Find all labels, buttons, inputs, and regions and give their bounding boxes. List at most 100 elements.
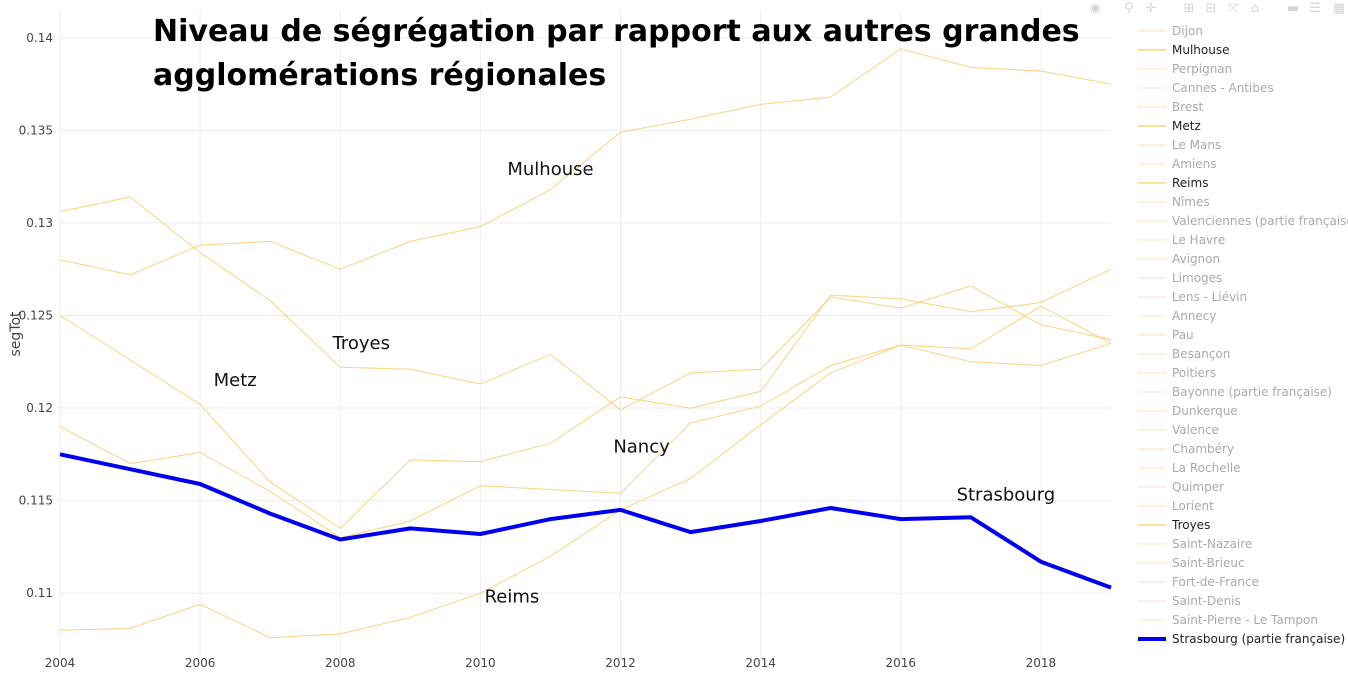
legend-label: Pau	[1172, 328, 1194, 342]
legend-item[interactable]: Le Mans	[1138, 138, 1221, 152]
annotation-label: Strasbourg	[957, 485, 1056, 506]
legend-label: Strasbourg (partie française)	[1172, 632, 1345, 646]
annotations: Mulhouse Troyes Metz Nancy Strasbourg Reims	[214, 159, 1056, 608]
legend-item[interactable]: Saint-Brieuc	[1138, 556, 1245, 570]
legend-item[interactable]: Cannes - Antibes	[1138, 81, 1274, 95]
series-line-mulhouse	[59, 48, 1112, 276]
legend-item[interactable]: Amiens	[1138, 157, 1216, 171]
legend-label: Amiens	[1172, 157, 1216, 171]
camera-icon[interactable]: ◉	[1089, 1, 1101, 16]
y-tick-label: 0.115	[19, 494, 53, 508]
legend-item[interactable]: Lorient	[1138, 499, 1214, 513]
legend-label: Metz	[1172, 119, 1201, 133]
grid-lines	[59, 10, 1111, 658]
legend-item[interactable]: Lens - Liévin	[1138, 290, 1247, 304]
legend-item[interactable]: Valence	[1138, 423, 1219, 437]
legend-item[interactable]: Saint-Pierre - Le Tampon	[1138, 613, 1318, 627]
x-tick-label: 2006	[185, 656, 216, 670]
legend-label: Mulhouse	[1172, 43, 1229, 57]
legend-label: Saint-Nazaire	[1172, 537, 1252, 551]
series-line-reims	[59, 342, 1112, 639]
legend-item[interactable]: Nîmes	[1138, 195, 1210, 209]
spike-lines-icon[interactable]: ▬	[1286, 1, 1300, 16]
legend-item[interactable]: La Rochelle	[1138, 461, 1241, 475]
legend-label: Saint-Pierre - Le Tampon	[1172, 613, 1318, 627]
legend-item[interactable]: Mulhouse	[1138, 43, 1229, 57]
legend-item[interactable]: Brest	[1138, 100, 1204, 114]
y-tick-label: 0.13	[26, 216, 53, 230]
annotation-label: Reims	[485, 586, 540, 607]
x-tick-label: 2008	[325, 656, 356, 670]
legend-item[interactable]: Strasbourg (partie française)	[1138, 632, 1345, 646]
legend-item[interactable]: Troyes	[1138, 518, 1210, 532]
legend-label: Bayonne (partie française)	[1172, 385, 1332, 399]
legend-label: Perpignan	[1172, 62, 1232, 76]
legend-item[interactable]: Limoges	[1138, 271, 1222, 285]
legend-item[interactable]: Saint-Denis	[1138, 594, 1241, 608]
legend-item[interactable]: Bayonne (partie française)	[1138, 385, 1332, 399]
autoscale-icon[interactable]: ⤧	[1227, 1, 1239, 16]
legend-item[interactable]: Pau	[1138, 328, 1194, 342]
pan-icon[interactable]: ✛	[1145, 1, 1157, 16]
zoom-out-icon[interactable]: ⊟	[1205, 1, 1217, 16]
compare-icon[interactable]: ☰	[1309, 1, 1321, 16]
legend-label: Dijon	[1172, 24, 1203, 38]
legend-label: Le Havre	[1172, 233, 1225, 247]
legend-item[interactable]: Dijon	[1138, 24, 1203, 38]
legend-item[interactable]: Chambéry	[1138, 442, 1234, 456]
chart-title: Niveau de ségrégation par rapport aux au…	[153, 14, 1080, 93]
home-icon[interactable]: ⌂	[1250, 1, 1260, 16]
legend-label: Avignon	[1172, 252, 1220, 266]
zoom-in-icon[interactable]: ⊞	[1183, 1, 1195, 16]
legend-item[interactable]: Annecy	[1138, 309, 1217, 323]
y-tick-label: 0.135	[19, 123, 53, 137]
y-tick-label: 0.14	[26, 31, 53, 45]
legend-item[interactable]: Saint-Nazaire	[1138, 537, 1252, 551]
legend-item[interactable]: Dunkerque	[1138, 404, 1238, 418]
legend-item[interactable]: Avignon	[1138, 252, 1220, 266]
legend-label: Quimper	[1172, 480, 1224, 494]
series-line-nancy	[59, 305, 1112, 539]
x-tick-label: 2018	[1026, 656, 1057, 670]
annotation-label: Metz	[214, 370, 257, 391]
zoom-icon[interactable]: ⚲	[1124, 1, 1134, 16]
y-axis-ticks: 0.11 0.115 0.12 0.125 0.13 0.135 0.14	[19, 31, 53, 600]
legend-label: Lorient	[1172, 499, 1214, 513]
legend-item[interactable]: Quimper	[1138, 480, 1224, 494]
series-line-metz	[59, 268, 1112, 530]
chart-title-line-2: agglomérations régionales	[153, 58, 606, 93]
legend-label: Cannes - Antibes	[1172, 81, 1274, 95]
legend-label: Lens - Liévin	[1172, 290, 1247, 304]
legend-label: Reims	[1172, 176, 1208, 190]
legend-item[interactable]: Fort-de-France	[1138, 575, 1259, 589]
y-tick-label: 0.11	[26, 586, 53, 600]
legend-label: Chambéry	[1172, 442, 1234, 456]
legend-item[interactable]: Le Havre	[1138, 233, 1225, 247]
legend[interactable]: Dijon Mulhouse Perpignan Cannes - Antibes Br…	[1138, 24, 1348, 646]
legend-item[interactable]: Perpignan	[1138, 62, 1232, 76]
series-line-troyes	[59, 196, 1112, 411]
legend-item[interactable]: Valenciennes (partie française)	[1138, 214, 1348, 228]
legend-label: Valenciennes (partie française)	[1172, 214, 1348, 228]
y-axis-title: segTot	[8, 311, 24, 357]
legend-label: La Rochelle	[1172, 461, 1241, 475]
legend-item[interactable]: Besançon	[1138, 347, 1230, 361]
annotation-label: Nancy	[613, 436, 670, 457]
annotation-label: Mulhouse	[507, 159, 593, 180]
legend-item[interactable]: Reims	[1138, 176, 1208, 190]
legend-item[interactable]: Poitiers	[1138, 366, 1216, 380]
legend-label: Troyes	[1171, 518, 1210, 532]
legend-label: Poitiers	[1172, 366, 1216, 380]
legend-label: Le Mans	[1172, 138, 1221, 152]
x-tick-label: 2016	[886, 656, 917, 670]
legend-label: Valence	[1172, 423, 1219, 437]
x-tick-label: 2004	[45, 656, 76, 670]
highlighted-series-lines	[59, 452, 1112, 590]
legend-label: Besançon	[1172, 347, 1230, 361]
plotly-logo-icon[interactable]: ▦	[1332, 1, 1346, 16]
chart-title-line-1: Niveau de ségrégation par rapport aux au…	[153, 14, 1080, 49]
legend-item[interactable]: Metz	[1138, 119, 1201, 133]
series-line-strasbourg-partie-fran-aise	[59, 452, 1112, 590]
